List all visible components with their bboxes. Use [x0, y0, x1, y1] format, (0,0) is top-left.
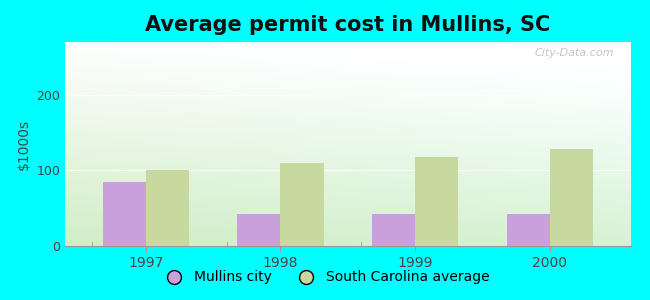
Bar: [372, 214, 415, 246]
Title: Average permit cost in Mullins, SC: Average permit cost in Mullins, SC: [145, 15, 551, 35]
Text: City-Data.com: City-Data.com: [534, 48, 614, 58]
Bar: [415, 157, 458, 246]
Bar: [280, 163, 324, 246]
Bar: [146, 170, 189, 246]
Y-axis label: $1000s: $1000s: [17, 118, 31, 169]
Bar: [506, 214, 550, 246]
Legend: Mullins city, South Carolina average: Mullins city, South Carolina average: [155, 265, 495, 290]
Bar: [550, 149, 593, 246]
Bar: [237, 214, 280, 246]
Bar: [103, 182, 146, 246]
